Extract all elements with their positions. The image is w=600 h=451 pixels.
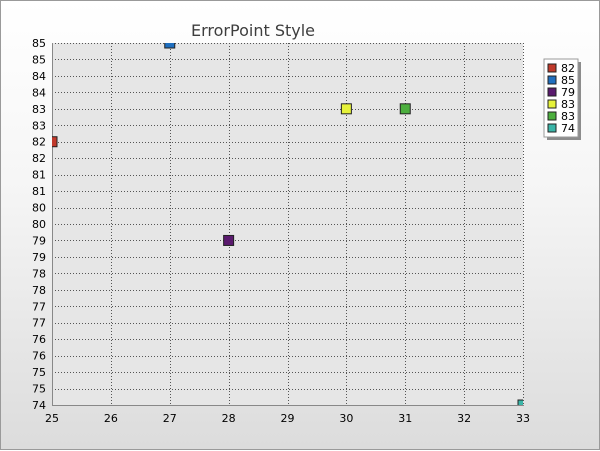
data-point [340,103,352,115]
y-tick-label: 80 [32,218,46,231]
x-tick-label: 32 [457,412,471,425]
legend-label: 83 [561,98,575,111]
legend-label: 79 [561,86,575,99]
legend-swatch [547,63,557,73]
y-tick-label: 76 [32,350,46,363]
x-tick-label: 29 [281,412,295,425]
y-tick-label: 83 [32,103,46,116]
legend-label: 83 [561,110,575,123]
legend-swatch [547,75,557,85]
plot-background [52,43,523,405]
data-points [52,43,523,405]
legend-swatch [547,123,557,133]
y-tick-label: 79 [32,234,46,247]
legend-swatch [547,99,557,109]
x-tick-label: 26 [104,412,118,425]
y-tick-label: 79 [32,251,46,264]
x-tick-label: 33 [516,412,530,425]
y-tick-label: 77 [32,317,46,330]
y-tick-label: 78 [32,267,46,280]
x-tick-label: 25 [45,412,59,425]
y-tick-label: 78 [32,284,46,297]
legend-label: 74 [561,122,575,135]
data-point [52,136,58,148]
legend-swatch [547,111,557,121]
data-point [517,399,523,405]
y-tick-label: 85 [32,37,46,50]
chart-title: ErrorPoint Style [191,21,315,40]
legend-label: 82 [561,62,575,75]
y-tick-label: 75 [32,383,46,396]
y-tick-label: 82 [32,152,46,165]
y-tick-label: 81 [32,185,46,198]
y-tick-label: 82 [32,136,46,149]
y-tick-label: 84 [32,70,46,83]
x-tick-label: 31 [398,412,412,425]
y-tick-label: 83 [32,119,46,132]
y-tick-label: 75 [32,366,46,379]
x-tick-label: 27 [163,412,177,425]
data-point [399,103,411,115]
y-tick-label: 85 [32,53,46,66]
legend-label: 85 [561,74,575,87]
y-tick-label: 76 [32,333,46,346]
legend-swatch [547,87,557,97]
y-tick-label: 74 [32,399,46,412]
data-point [164,43,176,49]
y-tick-label: 77 [32,300,46,313]
data-point [223,234,235,246]
plot-area: 74 75 75 76 76 77 77 78 78 79 79 80 80 81 81 82 82 83 83 84… [32,37,530,425]
x-tick-label: 28 [222,412,236,425]
y-tick-label: 81 [32,169,46,182]
y-tick-label: 84 [32,86,46,99]
x-tick-label: 30 [339,412,353,425]
y-tick-label: 80 [32,202,46,215]
